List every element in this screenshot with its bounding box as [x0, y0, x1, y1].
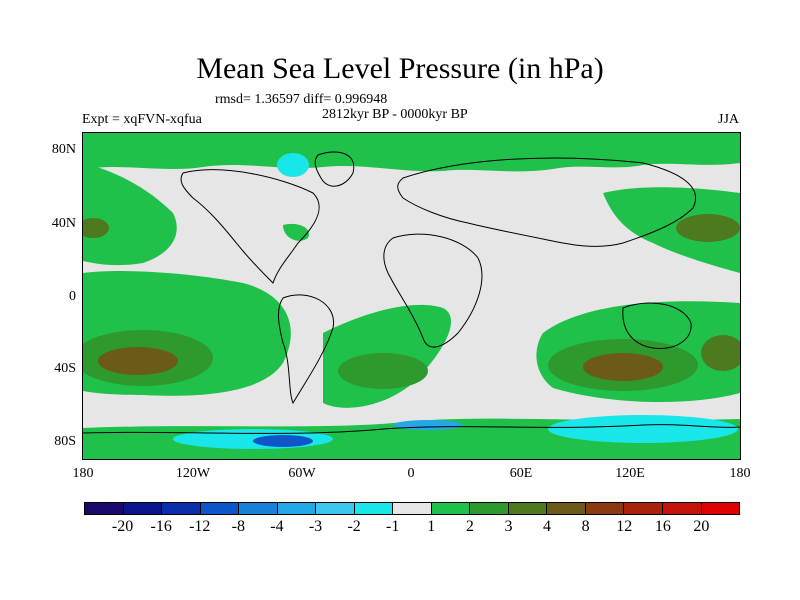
colorbar-label: -2 [347, 518, 361, 535]
colorbar-label: 20 [693, 518, 710, 535]
colorbar-label: 8 [581, 518, 590, 535]
colorbar-swatch [701, 503, 740, 514]
field-south-pacific-inner [98, 347, 178, 375]
colorbar-swatch [585, 503, 625, 514]
field-greenland-negative [277, 153, 309, 177]
season-label: JJA [718, 112, 740, 127]
map-canvas [73, 133, 745, 459]
colorbar-swatch [508, 503, 548, 514]
experiment-label: Expt = xqFVN-xqfua [82, 112, 202, 127]
x-tick-180-left: 180 [72, 466, 94, 481]
colorbar-label: -8 [231, 518, 246, 535]
x-tick-60w: 60W [288, 466, 316, 481]
field-indian-ocean-inner [583, 353, 663, 381]
colorbar-label: 2 [465, 518, 474, 535]
colorbar-label: -16 [150, 518, 172, 535]
y-tick-80s: 80S [54, 434, 76, 449]
chart-title: Mean Sea Level Pressure (in hPa) [196, 52, 604, 85]
colorbar-swatch [162, 503, 201, 514]
field-north-atlantic-positive [283, 223, 309, 241]
colorbar-swatch [662, 503, 702, 514]
colorbar [84, 502, 740, 515]
x-tick-0: 0 [407, 466, 415, 481]
field-north-pacific-core [77, 218, 109, 238]
x-tick-120e: 120E [615, 466, 645, 481]
field-antarctic-east-negative [548, 415, 738, 443]
field-antarctic-west-core [253, 435, 313, 447]
coast-south-america [278, 294, 334, 405]
colorbar-label: 1 [427, 518, 436, 535]
x-tick-180-right: 180 [729, 466, 751, 481]
coast-africa [383, 233, 483, 348]
colorbar-label: 12 [616, 518, 633, 535]
colorbar-swatch [470, 503, 509, 514]
colorbar-label: -20 [111, 518, 134, 535]
colorbar-swatch [624, 503, 663, 514]
colorbar-swatch [85, 503, 124, 514]
colorbar-label: -3 [308, 518, 323, 535]
x-tick-60e: 60E [509, 466, 533, 481]
y-tick-80n: 80N [51, 142, 76, 157]
coast-eurasia [397, 157, 696, 247]
colorbar-label: 3 [504, 518, 513, 535]
colorbar-label: 16 [654, 518, 671, 535]
period-label: 2812kyr BP - 0000kyr BP [322, 107, 468, 122]
colorbar-label: -12 [189, 518, 211, 535]
colorbar-swatch [277, 503, 317, 514]
colorbar-swatch [316, 503, 355, 514]
y-tick-0: 0 [69, 289, 76, 304]
coastlines [82, 151, 741, 434]
coast-north-america [180, 169, 320, 284]
colorbar-label: -1 [386, 518, 400, 535]
colorbar-swatch [431, 503, 471, 514]
colorbar-swatch [354, 503, 394, 514]
pressure-anomaly-map [73, 132, 745, 460]
y-tick-40s: 40S [54, 361, 76, 376]
colorbar-swatch [123, 503, 163, 514]
x-tick-120w: 120W [175, 466, 211, 481]
coast-australia [622, 302, 692, 350]
y-tick-40n: 40N [51, 216, 76, 231]
coast-greenland [314, 151, 355, 187]
colorbar-label: 4 [543, 518, 552, 535]
colorbar-swatch [393, 503, 432, 514]
field-west-pacific-core [676, 214, 740, 242]
rmsd-diff-stats: rmsd= 1.36597 diff= 0.996948 [215, 92, 388, 107]
field-north-pacific-positive [83, 163, 177, 266]
colorbar-label: -4 [270, 518, 284, 535]
colorbar-swatch [547, 503, 586, 514]
coast-antarctica [82, 424, 741, 434]
colorbar-swatch [200, 503, 240, 514]
field-west-pacific-positive [603, 187, 740, 273]
field-east-pacific-core [701, 335, 745, 371]
colorbar-swatch [239, 503, 278, 514]
field-south-atlantic-core [338, 353, 428, 389]
field-weddell-negative [393, 420, 463, 430]
field-arctic-positive [83, 133, 740, 172]
